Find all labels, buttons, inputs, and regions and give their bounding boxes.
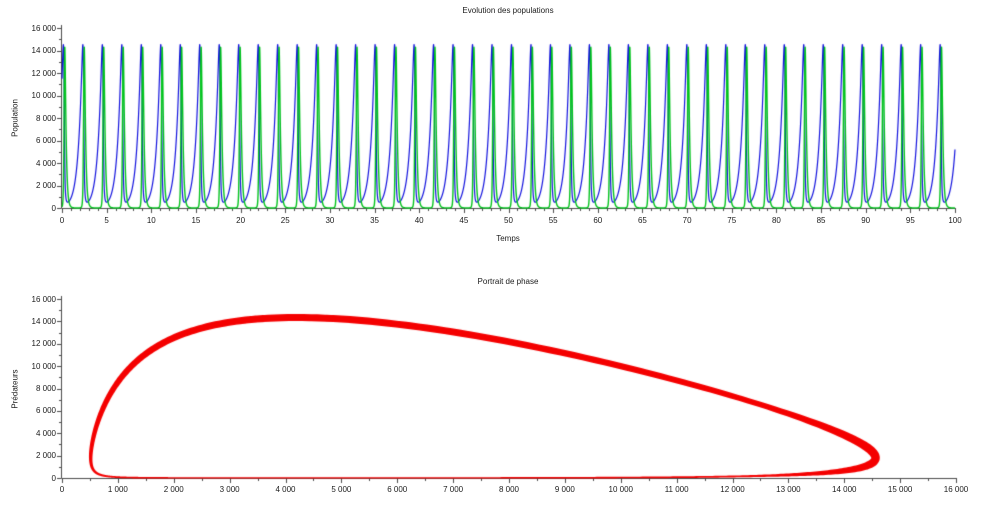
x-tick-label: 9 000	[554, 484, 575, 494]
x-tick-label: 90	[861, 216, 871, 225]
y-tick-label: 4 000	[35, 158, 56, 168]
x-tick-label: 30	[325, 216, 335, 225]
y-tick-label: 4 000	[35, 428, 56, 438]
x-tick-label: 100	[948, 216, 962, 225]
x-tick-label: 95	[905, 216, 915, 225]
y-tick-label: 6 000	[35, 406, 56, 416]
x-tick-label: 75	[727, 216, 737, 225]
y-tick-label: 6 000	[35, 136, 56, 145]
x-tick-label: 25	[280, 216, 290, 225]
x-tick-label: 6 000	[387, 484, 408, 494]
x-tick-label: 13 000	[776, 484, 801, 494]
x-tick-label: 5	[104, 216, 109, 225]
x-tick-label: 85	[816, 216, 826, 225]
y-tick-label: 14 000	[31, 46, 56, 55]
y-tick-label: 2 000	[35, 451, 56, 461]
x-tick-label: 35	[370, 216, 379, 225]
y-tick-label: 10 000	[31, 91, 56, 100]
x-tick-label: 20	[236, 216, 246, 225]
x-tick-label: 7 000	[443, 484, 464, 494]
y-tick-label: 10 000	[31, 361, 56, 371]
y-tick-label: 8 000	[35, 384, 56, 393]
y-tick-label: 12 000	[31, 68, 56, 78]
y-tick-label: 2 000	[35, 181, 56, 190]
x-tick-label: 3 000	[219, 484, 240, 494]
x-tick-label: 60	[593, 216, 603, 225]
y-tick-label: 12 000	[31, 339, 56, 349]
y-tick-label: 16 000	[31, 294, 56, 304]
x-tick-label: 1 000	[107, 484, 128, 494]
x-tick-label: 5 000	[331, 484, 352, 494]
x-tick-label: 2 000	[163, 484, 184, 494]
x-tick-label: 55	[548, 216, 558, 225]
y-tick-label: 0	[51, 203, 56, 213]
x-tick-label: 10 000	[608, 484, 633, 494]
bottom-chart-title: Portrait de phase	[477, 277, 539, 286]
top-chart-title: Evolution des populations	[462, 6, 554, 15]
x-tick-label: 15 000	[887, 484, 913, 494]
x-tick-label: 0	[59, 216, 65, 225]
x-tick-label: 0	[59, 484, 65, 494]
x-tick-label: 14 000	[832, 484, 857, 494]
x-tick-label: 70	[682, 216, 692, 225]
y-tick-label: 8 000	[35, 113, 56, 123]
x-tick-label: 80	[771, 216, 781, 225]
x-tick-label: 8 000	[498, 484, 520, 494]
x-tick-label: 65	[637, 216, 647, 225]
x-tick-label: 12 000	[720, 484, 745, 494]
y-tick-label: 14 000	[31, 316, 56, 326]
x-tick-label: 15	[191, 216, 201, 225]
top-chart-x-axis-label: Temps	[496, 234, 520, 243]
x-tick-label: 11 000	[664, 484, 689, 494]
x-tick-label: 16 000	[943, 484, 969, 494]
x-tick-label: 40	[414, 216, 424, 225]
y-tick-label: 16 000	[31, 23, 56, 33]
x-tick-label: 10	[146, 216, 156, 225]
x-tick-label: 45	[459, 216, 469, 225]
y-tick-label: 0	[51, 473, 56, 483]
x-tick-label: 4 000	[275, 484, 296, 494]
x-tick-label: 50	[504, 216, 513, 225]
